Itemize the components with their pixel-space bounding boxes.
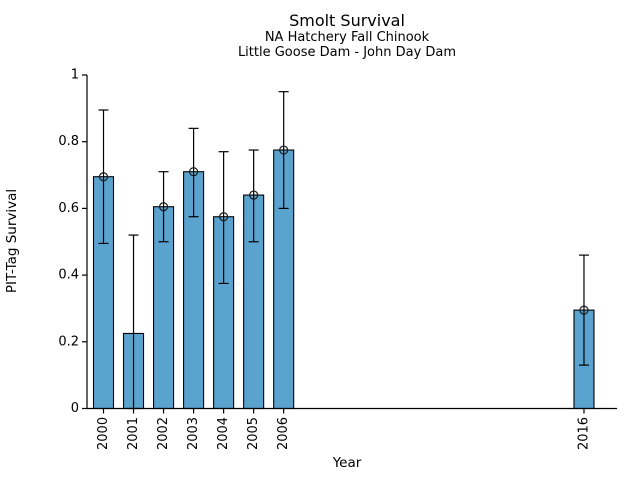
error-bar-2003 — [188, 127, 199, 218]
error-bar-2005 — [248, 149, 259, 243]
marker-2003 — [188, 167, 199, 177]
markers-layer — [98, 145, 589, 315]
x-tick-label-2016: 2016 — [576, 417, 591, 450]
error-bar-2004 — [218, 151, 229, 285]
y-tick-label-0: 0 — [71, 401, 79, 416]
chart-subtitle-line1: NA Hatchery Fall Chinook — [265, 30, 430, 45]
ticks-layer: 2000 2001 2002 2003 2004 2005 2006 2016 0 0.2 0.4 0… — [58, 68, 591, 451]
error-bar-2000 — [98, 109, 109, 245]
y-tick-label-0.4: 0.4 — [58, 268, 79, 283]
y-axis-label: PIT-Tag Survival — [4, 189, 20, 293]
error-bar-2002 — [158, 171, 169, 243]
x-tick-label-2004: 2004 — [216, 417, 231, 450]
marker-2002 — [158, 202, 169, 212]
y-tick-label-1: 1 — [71, 68, 79, 83]
marker-2004 — [219, 212, 229, 222]
x-tick-label-2001: 2001 — [126, 417, 141, 450]
x-tick-label-2000: 2000 — [96, 417, 111, 450]
marker-2006 — [279, 145, 289, 155]
error-bar-2016 — [578, 254, 589, 366]
x-tick-label-2006: 2006 — [276, 417, 291, 450]
chart-subtitle-line2: Little Goose Dam - John Day Dam — [238, 45, 456, 60]
x-axis-label: Year — [332, 455, 362, 471]
x-tick-label-2005: 2005 — [246, 417, 261, 450]
marker-2000 — [98, 172, 109, 182]
x-tick-label-2003: 2003 — [186, 417, 201, 450]
error-bars-layer — [98, 91, 589, 410]
y-tick-label-0.8: 0.8 — [58, 134, 79, 149]
x-tick-label-2002: 2002 — [156, 417, 171, 450]
y-tick-label-0.6: 0.6 — [58, 201, 79, 216]
y-tick-label-0.2: 0.2 — [58, 334, 79, 349]
bars-layer — [92, 149, 595, 410]
chart-title: Smolt Survival — [289, 11, 405, 30]
marker-2016 — [579, 305, 589, 315]
error-bar-2006 — [278, 91, 289, 209]
marker-2005 — [249, 190, 259, 200]
